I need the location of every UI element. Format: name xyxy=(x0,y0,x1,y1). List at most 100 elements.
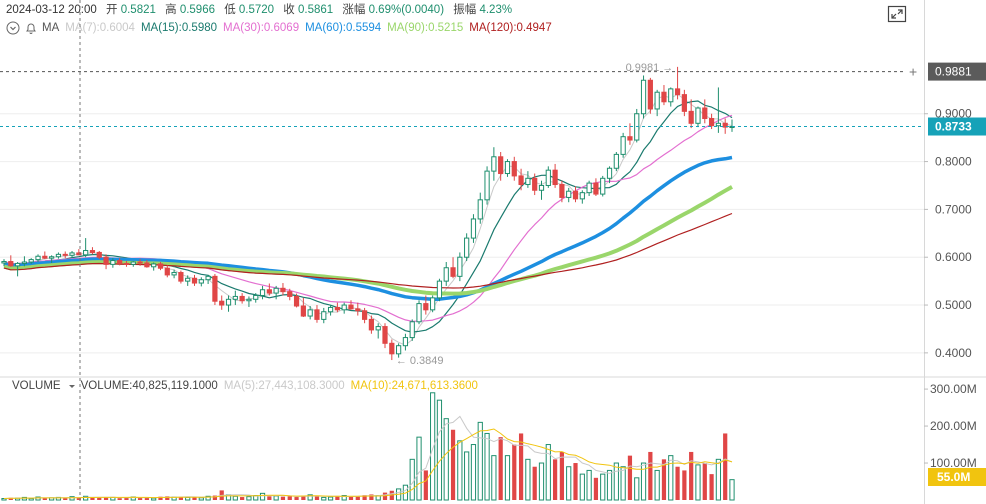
volume-bar xyxy=(559,451,565,500)
volume-bar xyxy=(21,496,28,501)
datetime: 2024-03-12 20:00 xyxy=(6,4,97,16)
volume-tick-label: 300.00M xyxy=(930,382,977,396)
candle-body xyxy=(606,167,613,179)
candle-body xyxy=(538,184,545,191)
volume-bar xyxy=(232,495,238,501)
candle-body xyxy=(695,107,701,124)
volume-bar xyxy=(151,497,157,501)
ma-lines xyxy=(3,93,733,346)
volume-bar xyxy=(654,469,660,501)
candle-body xyxy=(171,272,177,276)
volume-bar xyxy=(545,444,551,501)
volume-bar xyxy=(321,496,327,501)
candle-body xyxy=(327,306,334,313)
price-tick-label: 0.9000 xyxy=(935,107,972,121)
crosshair-plus-icon: + xyxy=(909,64,917,80)
candle-body xyxy=(42,255,48,259)
candles xyxy=(1,66,735,361)
candle-body xyxy=(627,136,633,141)
close-label: 收 xyxy=(283,4,295,16)
candle-body xyxy=(668,88,674,103)
grid-lines xyxy=(0,113,924,354)
candle-body xyxy=(321,311,327,320)
volume-bar xyxy=(69,496,75,501)
volume-bar xyxy=(382,492,388,500)
candle-body xyxy=(552,169,558,186)
candle-body xyxy=(368,318,375,331)
ma7-legend: MA(7):0.6004 xyxy=(65,22,135,34)
ma90-legend: MA(90):0.5215 xyxy=(387,22,464,34)
ohlc-info-bar: 2024-03-12 20:00 开 0.5821 高 0.5966 低 0.5… xyxy=(6,3,512,17)
candle-body xyxy=(273,287,279,294)
volume-bar xyxy=(682,470,687,500)
candle-body xyxy=(396,345,402,355)
candle-body xyxy=(661,91,667,103)
candle-body xyxy=(198,279,204,284)
bell-icon[interactable] xyxy=(24,21,38,35)
volume-bar xyxy=(498,437,503,500)
volume-legend: VOLUME VOLUME:40,825,119.1000 MA(5):27,4… xyxy=(12,379,484,393)
volume-bar xyxy=(42,498,47,500)
caret-down-icon[interactable] xyxy=(67,379,77,393)
high-value: 0.5966 xyxy=(179,4,215,16)
volume-bar xyxy=(586,469,592,501)
candle-body xyxy=(103,256,109,265)
price-tick-label: 0.8000 xyxy=(935,155,972,169)
ma60-line xyxy=(3,155,733,301)
candle-body xyxy=(8,261,14,267)
volume-bar xyxy=(512,444,517,500)
ma60-legend: MA(60):0.5594 xyxy=(305,22,382,34)
volume-bar xyxy=(504,455,511,501)
volume-bar xyxy=(240,497,245,500)
candle-body xyxy=(443,267,449,282)
volume-bar xyxy=(409,458,415,501)
volume-bar xyxy=(185,496,191,501)
volume-bar xyxy=(144,497,149,500)
close-value: 0.5861 xyxy=(298,4,334,16)
price-tick-label: 0.7000 xyxy=(935,202,972,216)
volume-bar xyxy=(579,473,585,501)
candle-body xyxy=(566,190,572,198)
candle-body xyxy=(1,261,7,264)
volume-ma10-legend: MA(10):24,671,613.3600 xyxy=(350,380,478,392)
volume-bar xyxy=(430,392,436,501)
volume-bar xyxy=(450,429,456,500)
fullscreen-icon[interactable] xyxy=(887,5,907,23)
volume-bar xyxy=(267,496,272,500)
volume-bar xyxy=(165,496,170,500)
candle-body xyxy=(518,175,524,186)
candle-body xyxy=(572,190,579,200)
candle-body xyxy=(341,304,347,311)
candle-body xyxy=(579,192,585,200)
candle-body xyxy=(525,177,531,186)
candle-body xyxy=(157,263,164,269)
candle-body xyxy=(14,262,21,267)
candle-body xyxy=(647,79,653,110)
volume-bar xyxy=(538,462,545,501)
volume-bar xyxy=(627,455,633,500)
chevron-down-icon[interactable] xyxy=(6,21,20,35)
candle-body xyxy=(382,326,388,344)
volume-bar xyxy=(675,466,680,500)
ma30-legend: MA(30):0.6069 xyxy=(223,22,300,34)
volume-bar xyxy=(470,444,477,501)
candle-body xyxy=(375,326,381,331)
candle-body xyxy=(239,295,245,302)
candle-body xyxy=(76,252,82,256)
candle-body xyxy=(559,184,565,198)
high-annotation: 0.9981 → xyxy=(626,62,674,74)
volume-ma-lines xyxy=(3,415,733,499)
volume-value: VOLUME:40,825,119.1000 xyxy=(80,380,218,392)
candle-body xyxy=(123,262,130,265)
candle-body xyxy=(674,88,681,96)
candle-body xyxy=(436,280,443,299)
volume-bar xyxy=(525,458,531,501)
volume-bar xyxy=(103,497,109,500)
candle-body xyxy=(178,272,184,282)
candle-body xyxy=(117,260,123,264)
high-label: 高 xyxy=(165,4,177,16)
candle-body xyxy=(232,295,238,300)
volume-bar xyxy=(314,496,320,500)
